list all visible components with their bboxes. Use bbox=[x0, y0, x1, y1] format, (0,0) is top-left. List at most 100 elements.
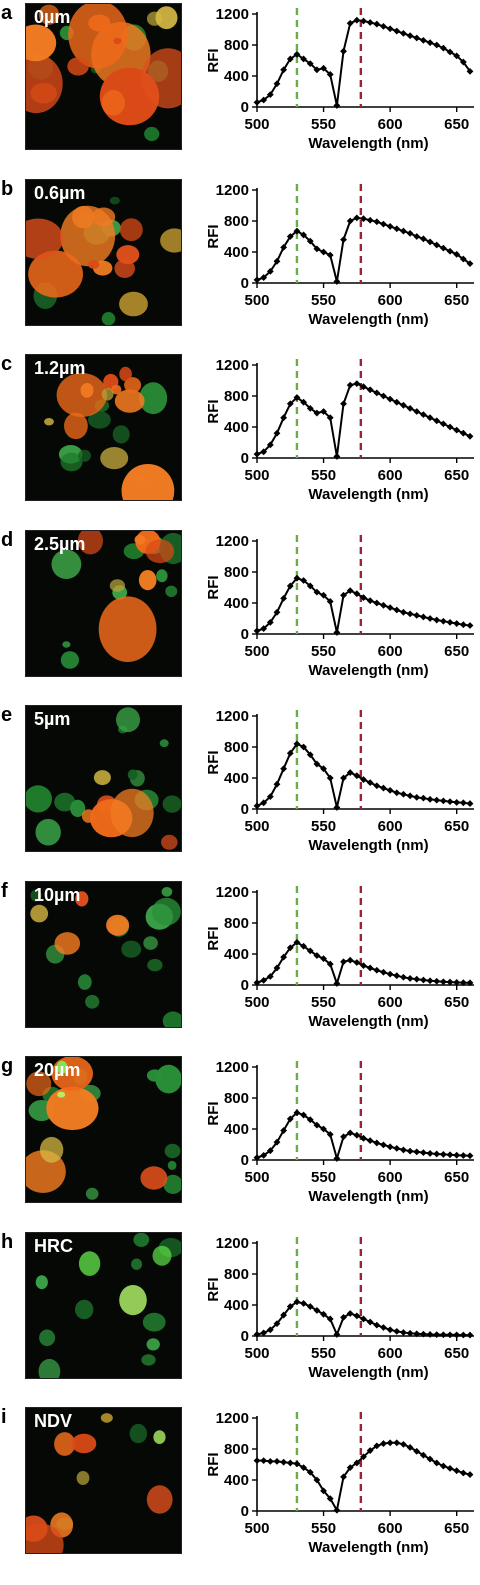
micrograph-cells bbox=[35, 1233, 181, 1378]
data-point bbox=[393, 27, 401, 35]
data-point bbox=[273, 780, 281, 788]
data-point bbox=[459, 1331, 467, 1339]
data-point bbox=[333, 629, 341, 636]
micrograph-image: 20µm bbox=[25, 1056, 182, 1203]
spectrum-svg: 0 400 800 1200 500 550 600 650 Wavelength (nm) RF… bbox=[205, 708, 474, 854]
data-point bbox=[466, 1471, 474, 1478]
y-tick-label: 800 bbox=[224, 739, 249, 756]
micrograph-cells bbox=[44, 366, 175, 500]
data-point bbox=[373, 1139, 381, 1147]
data-point bbox=[333, 278, 341, 285]
cell-bright_green bbox=[56, 1060, 68, 1074]
data-point bbox=[266, 973, 274, 980]
cell-orange bbox=[114, 259, 135, 278]
data-point bbox=[426, 977, 434, 985]
data-point bbox=[373, 599, 381, 607]
data-point bbox=[373, 966, 381, 974]
data-point bbox=[333, 980, 341, 987]
y-axis-label: RFI bbox=[205, 926, 222, 950]
data-point bbox=[340, 958, 347, 966]
x-tick-label: 550 bbox=[311, 467, 336, 484]
spectrum-chart: 0 400 800 1200 500 550 600 650 Wavelength (nm) RF… bbox=[205, 1404, 480, 1564]
cell-bright_green bbox=[152, 1245, 172, 1266]
cell-orange bbox=[26, 1523, 64, 1553]
data-point bbox=[333, 102, 341, 109]
data-point bbox=[313, 1121, 321, 1129]
data-point bbox=[320, 248, 327, 256]
micrograph-image: 10µm bbox=[25, 881, 182, 1028]
cell-green bbox=[141, 1354, 156, 1366]
data-point bbox=[380, 392, 387, 400]
data-point bbox=[340, 400, 347, 408]
data-point bbox=[380, 1324, 387, 1331]
spectrum-svg: 0 400 800 1200 500 550 600 650 Wavelength (nm) RF… bbox=[205, 357, 474, 503]
cell-green bbox=[78, 449, 91, 462]
data-point bbox=[459, 1469, 467, 1477]
cell-green bbox=[70, 799, 86, 817]
cell-orange bbox=[140, 1166, 168, 1190]
cell-orange bbox=[110, 788, 154, 838]
data-point bbox=[446, 1331, 454, 1339]
micrograph-label: NDV bbox=[34, 1411, 73, 1431]
y-tick-label: 400 bbox=[224, 1472, 249, 1489]
data-point bbox=[253, 276, 261, 284]
data-point bbox=[346, 956, 354, 964]
cell-orange bbox=[113, 37, 122, 45]
data-point bbox=[320, 765, 327, 773]
micrograph-cells bbox=[30, 887, 181, 1027]
data-point bbox=[306, 947, 314, 955]
data-point bbox=[273, 1458, 281, 1465]
data-point bbox=[406, 610, 414, 618]
data-point bbox=[306, 405, 314, 412]
data-point bbox=[366, 386, 374, 394]
y-axis-label: RFI bbox=[205, 48, 222, 72]
data-point bbox=[400, 29, 407, 37]
y-tick-label: 400 bbox=[224, 595, 249, 612]
cell-orange bbox=[146, 1485, 173, 1514]
data-point bbox=[320, 1125, 327, 1133]
x-tick-label: 600 bbox=[378, 1520, 403, 1537]
y-axis-label: RFI bbox=[205, 1101, 222, 1125]
spectrum-chart: 0 400 800 1200 500 550 600 650 Wavelength (nm) RF… bbox=[205, 1229, 480, 1389]
y-tick-label: 0 bbox=[241, 626, 249, 643]
data-point bbox=[439, 1331, 447, 1339]
y-axis-label: RFI bbox=[205, 1277, 222, 1301]
data-point bbox=[353, 1131, 361, 1139]
data-point bbox=[453, 978, 461, 986]
data-point bbox=[393, 789, 401, 797]
x-tick-label: 500 bbox=[244, 818, 269, 835]
data-point bbox=[466, 979, 474, 987]
y-tick-label: 1200 bbox=[216, 182, 249, 199]
cell-orange bbox=[92, 207, 116, 227]
data-point bbox=[413, 612, 421, 619]
panel-letter: g bbox=[1, 1055, 14, 1077]
cell-orange bbox=[77, 531, 103, 555]
cell-bright_green bbox=[119, 1285, 147, 1316]
cell-green bbox=[35, 1275, 48, 1290]
cell-orange bbox=[101, 90, 125, 116]
data-point bbox=[386, 223, 394, 230]
x-tick-label: 550 bbox=[311, 292, 336, 309]
data-point bbox=[346, 217, 354, 225]
data-point bbox=[306, 582, 314, 590]
data-point bbox=[420, 976, 427, 984]
cell-green bbox=[30, 889, 42, 902]
data-point bbox=[446, 798, 454, 806]
data-point bbox=[280, 1458, 288, 1466]
data-point bbox=[420, 36, 427, 44]
micrograph-label: HRC bbox=[34, 1236, 73, 1256]
data-point bbox=[366, 597, 374, 605]
y-tick-label: 800 bbox=[224, 915, 249, 932]
data-point bbox=[406, 975, 414, 982]
data-point bbox=[466, 1331, 474, 1339]
cell-yellow bbox=[100, 447, 129, 470]
cell-orange bbox=[30, 82, 57, 104]
spectrum-chart: 0 400 800 1200 500 550 600 650 Wavelength (nm) RF… bbox=[205, 0, 480, 160]
x-axis-label: Wavelength (nm) bbox=[308, 311, 428, 328]
cell-orange bbox=[161, 834, 178, 850]
cell-green bbox=[164, 1143, 181, 1159]
micrograph-label: 10µm bbox=[34, 885, 81, 905]
micrograph-cells bbox=[26, 1057, 181, 1200]
data-point bbox=[373, 389, 381, 397]
x-tick-label: 600 bbox=[378, 292, 403, 309]
